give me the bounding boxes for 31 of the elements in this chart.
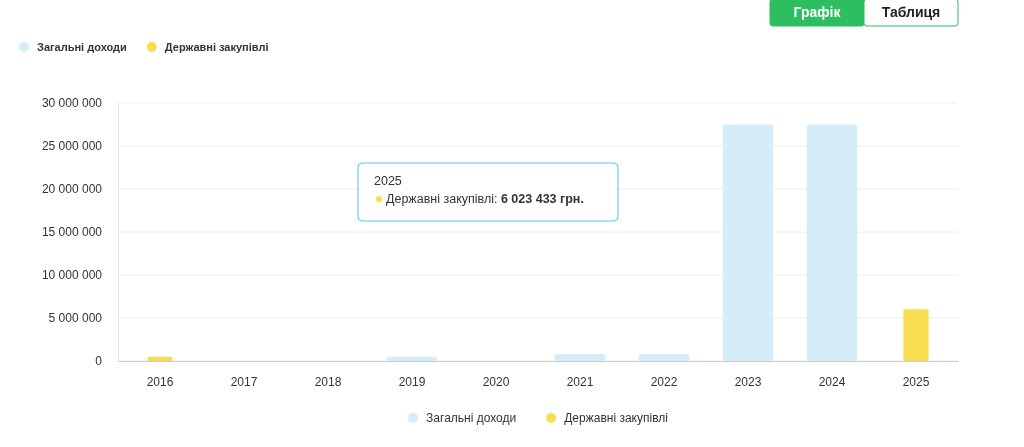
annotation: 2025 Державні закупівлі: 6 023 433 грн.: [374, 174, 584, 206]
x-tick-label: 2020: [482, 374, 510, 389]
y-tick-label: 10 000 000: [41, 268, 103, 283]
y-tick-label: 20 000 000: [41, 182, 103, 197]
y-tick-label: 5 000 000: [48, 311, 103, 326]
x-tick-label: 2025: [902, 374, 930, 389]
text: Державні закупівлі: [164, 41, 269, 53]
text: Таблиця: [881, 4, 941, 20]
bar: [903, 309, 929, 361]
y-tick-label: 25 000 000: [41, 139, 103, 154]
y-tick-label: 15 000 000: [41, 225, 103, 240]
bar: [638, 354, 690, 361]
legend-label: Державні закупівлі: [564, 411, 668, 425]
bar: [554, 354, 606, 361]
bar: [722, 124, 774, 361]
bar: [806, 124, 858, 361]
y-tick-label: 0: [95, 354, 103, 369]
x-tick-label: 2021: [566, 374, 594, 389]
y-tick-label: 30 000 000: [41, 96, 103, 111]
x-tick-label: 2023: [734, 374, 762, 389]
text: Графік: [793, 4, 842, 20]
x-tick-label: 2019: [398, 374, 426, 389]
text: Загальні доходи: [37, 41, 127, 53]
x-tick-label: 2017: [230, 374, 258, 389]
x-tick-label: 2016: [146, 374, 174, 389]
x-tick-label: 2024: [818, 374, 846, 389]
legend-label: Загальні доходи: [426, 411, 517, 425]
x-tick-label: 2018: [314, 374, 342, 389]
bar: [147, 356, 173, 361]
x-tick-label: 2022: [650, 374, 678, 389]
bar: [386, 356, 438, 361]
